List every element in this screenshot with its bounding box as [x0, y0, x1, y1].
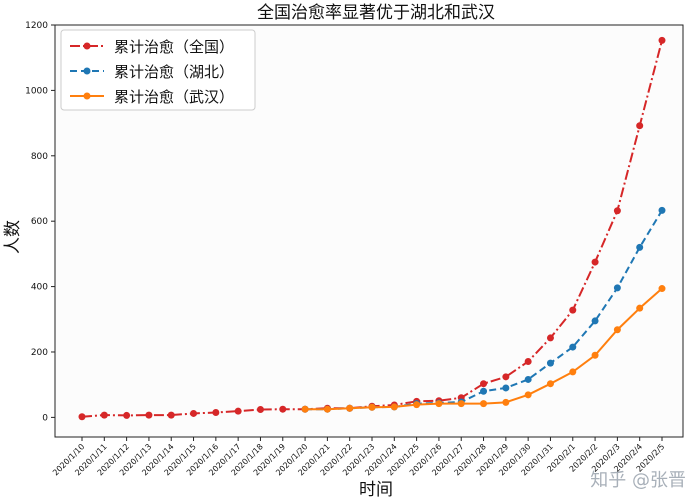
data-point: [546, 359, 554, 367]
watermark: 知乎 @张晋: [590, 470, 686, 491]
data-point: [457, 400, 465, 408]
chart-title: 全国治愈率显著优于湖北和武汉: [257, 3, 495, 23]
data-point: [524, 357, 532, 365]
data-point: [569, 368, 577, 376]
data-point: [413, 401, 421, 409]
data-point: [524, 391, 532, 399]
legend-box: [60, 29, 256, 111]
y-tick-label: 0: [42, 413, 48, 423]
legend: 累计治愈（全国） 累计治愈（湖北） 累计治愈（武汉）: [60, 29, 256, 111]
data-point: [502, 373, 510, 381]
data-point: [212, 408, 220, 416]
y-tick-label: 1000: [25, 86, 48, 96]
legend-item: 累计治愈（武汉）: [70, 88, 234, 106]
data-point: [256, 406, 264, 414]
data-point: [658, 36, 666, 44]
legend-marker: [83, 42, 91, 50]
data-point: [279, 405, 287, 413]
data-point: [636, 243, 644, 251]
data-point: [78, 413, 86, 421]
data-point: [613, 284, 621, 292]
data-point: [301, 405, 309, 413]
y-tick-label: 1200: [25, 21, 48, 31]
data-point: [167, 411, 175, 419]
data-point: [636, 122, 644, 130]
data-point: [591, 317, 599, 325]
data-point: [546, 334, 554, 342]
data-point: [435, 400, 443, 408]
data-point: [524, 375, 532, 383]
data-point: [636, 304, 644, 312]
y-axis-label: 人数: [3, 220, 23, 254]
data-point: [569, 306, 577, 314]
y-tick-label: 200: [31, 348, 48, 358]
data-point: [613, 207, 621, 215]
data-point: [323, 405, 331, 413]
data-point: [480, 387, 488, 395]
data-point: [569, 343, 577, 351]
legend-label: 累计治愈（全国）: [114, 38, 234, 56]
data-point: [234, 407, 242, 415]
y-tick-label: 800: [31, 152, 48, 162]
data-point: [100, 411, 108, 419]
data-point: [390, 403, 398, 411]
legend-label: 累计治愈（武汉）: [114, 88, 234, 106]
x-axis: 2020/1/102020/1/112020/1/122020/1/132020…: [51, 437, 666, 477]
data-point: [480, 400, 488, 408]
data-point: [546, 380, 554, 388]
data-point: [346, 404, 354, 412]
x-axis-label: 时间: [359, 480, 393, 500]
data-point: [591, 351, 599, 359]
data-point: [591, 258, 599, 266]
data-point: [502, 384, 510, 392]
data-point: [480, 380, 488, 388]
data-point: [658, 206, 666, 214]
legend-marker: [83, 92, 91, 100]
y-tick-label: 600: [31, 217, 48, 227]
legend-label: 累计治愈（湖北）: [114, 63, 234, 81]
legend-marker: [83, 67, 91, 75]
data-point: [502, 398, 510, 406]
series-layer: [78, 36, 666, 421]
data-point: [658, 285, 666, 293]
data-point: [145, 411, 153, 419]
y-tick-label: 400: [31, 283, 48, 293]
legend-item: 累计治愈（湖北）: [70, 63, 234, 81]
data-point: [190, 409, 198, 417]
data-point: [613, 326, 621, 334]
data-point: [123, 411, 131, 419]
series-3: [301, 285, 666, 413]
data-point: [368, 403, 376, 411]
y-axis: 0 200 400 600 800 1000 1200: [25, 21, 55, 423]
legend-item: 累计治愈（全国）: [70, 38, 234, 56]
